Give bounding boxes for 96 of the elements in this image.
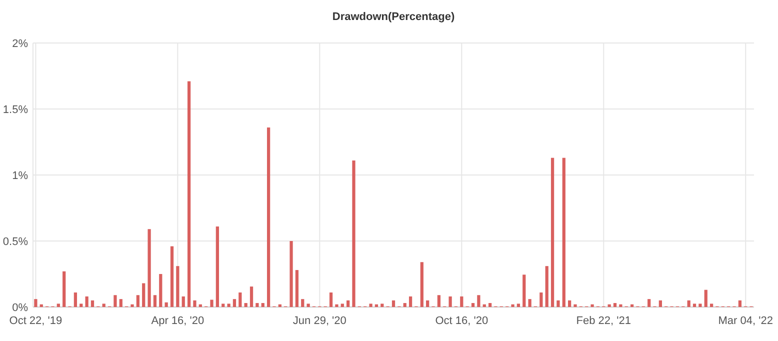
bar [216,226,219,307]
bar [574,304,577,307]
bar [608,304,611,307]
bar [511,304,514,307]
bar [522,274,526,307]
bar [403,303,406,307]
bar [540,292,543,307]
bar [164,302,168,307]
bar [119,299,122,307]
bar [648,299,651,307]
bar [256,303,259,307]
bar [346,300,350,307]
bar [142,283,146,307]
bar [90,300,94,307]
bar [420,262,424,307]
bar [176,266,180,307]
bar [613,303,617,307]
bar [40,304,43,307]
bar [562,158,566,307]
bar [448,296,452,307]
bar [261,303,264,307]
bar [477,295,480,307]
bar [232,299,236,307]
bar [266,127,270,307]
y-tick-label: 2% [12,38,28,50]
bar [710,304,714,307]
bar [408,296,412,307]
bar [590,304,594,307]
y-tick-label: 1% [12,170,28,182]
bar [295,270,299,307]
bar [306,304,310,307]
bar [568,300,572,307]
bar [692,304,696,307]
bar [198,304,202,307]
bar [658,300,662,307]
bar [630,304,634,307]
bar [556,300,560,307]
bar [482,304,486,307]
y-tick-label: 1.5% [2,104,28,116]
x-tick-label: Feb 22, '21 [576,315,631,327]
bar [374,304,378,307]
x-tick-label: Mar 04, '22 [718,315,773,327]
bar [329,292,333,307]
bar [148,229,151,307]
bar [460,296,464,307]
bar [437,295,440,307]
bar [85,296,88,307]
bar [704,290,708,307]
bar [74,292,78,307]
bar [170,246,174,307]
bar [153,295,157,307]
bar [244,303,248,307]
bar [619,304,622,307]
bar [187,81,191,307]
bar [301,299,304,307]
bar [290,241,293,307]
bar [380,304,384,307]
bar [102,304,106,307]
chart-title: Drawdown(Percentage) [332,11,455,23]
x-tick-label: Oct 22, '19 [9,315,62,327]
bar [687,300,690,307]
x-tick-label: Oct 16, '20 [435,315,488,327]
y-tick-label: 0% [12,302,28,314]
x-tick-label: Jun 29, '20 [292,315,346,327]
bar [278,304,282,307]
bar [238,292,242,307]
bar [340,304,344,307]
bar [62,271,66,307]
y-tick-label: 0.5% [2,236,28,248]
bar [34,299,38,307]
bar [80,304,83,307]
bar [698,304,702,307]
bar [471,303,475,307]
bar [136,295,140,307]
bar [250,286,254,307]
bar [227,304,230,307]
bar [114,295,117,307]
x-tick-label: Apr 16, '20 [151,315,204,327]
bar [130,304,134,307]
bar [56,304,60,307]
bar [222,304,225,307]
bar [738,300,742,307]
bar [545,266,548,307]
bar [392,300,396,307]
bar [159,274,162,307]
bar [426,300,430,307]
bar [193,300,196,307]
bar [516,304,520,307]
bar [335,304,338,307]
bar [352,160,356,307]
bar [550,158,554,307]
bar [488,303,492,307]
bar [369,304,372,307]
bar [528,299,532,307]
bar [210,300,214,307]
bar [182,296,185,307]
